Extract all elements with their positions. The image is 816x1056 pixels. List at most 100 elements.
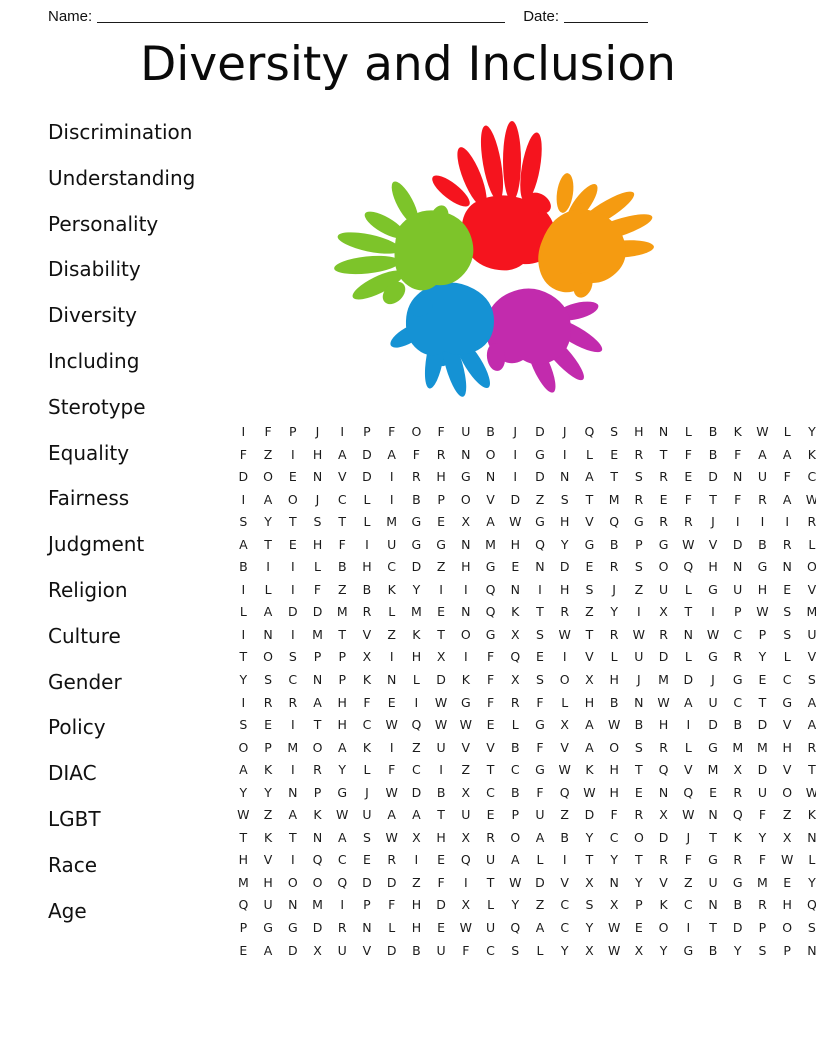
grid-cell[interactable]: L: [314, 559, 321, 575]
grid-cell[interactable]: C: [486, 942, 495, 958]
grid-cell[interactable]: H: [560, 514, 570, 530]
grid-cell[interactable]: G: [436, 536, 446, 552]
grid-cell[interactable]: Y: [758, 829, 767, 845]
grid-cell[interactable]: O: [782, 784, 793, 800]
grid-cell[interactable]: E: [783, 874, 792, 890]
grid-cell[interactable]: B: [733, 897, 743, 913]
grid-cell[interactable]: V: [362, 942, 372, 958]
grid-cell[interactable]: U: [733, 581, 743, 597]
grid-cell[interactable]: G: [263, 920, 273, 936]
grid-cell[interactable]: I: [241, 694, 246, 710]
grid-cell[interactable]: H: [461, 559, 471, 575]
grid-cell[interactable]: A: [337, 739, 347, 755]
grid-cell[interactable]: G: [535, 717, 545, 733]
grid-cell[interactable]: M: [237, 874, 249, 890]
grid-cell[interactable]: M: [806, 604, 816, 620]
grid-cell[interactable]: F: [388, 762, 396, 778]
grid-cell[interactable]: W: [509, 514, 522, 530]
grid-cell[interactable]: H: [263, 874, 273, 890]
grid-cell[interactable]: U: [461, 807, 471, 823]
grid-cell[interactable]: K: [362, 739, 372, 755]
grid-cell[interactable]: W: [805, 784, 816, 800]
grid-cell[interactable]: Y: [585, 920, 594, 936]
grid-cell[interactable]: P: [363, 897, 371, 913]
grid-cell[interactable]: W: [509, 874, 522, 890]
grid-cell[interactable]: I: [463, 581, 468, 597]
grid-cell[interactable]: A: [387, 807, 396, 823]
grid-cell[interactable]: R: [337, 920, 347, 936]
grid-cell[interactable]: I: [785, 514, 790, 530]
grid-cell[interactable]: J: [637, 672, 641, 688]
grid-cell[interactable]: A: [585, 717, 594, 733]
grid-cell[interactable]: B: [510, 784, 520, 800]
grid-cell[interactable]: L: [388, 604, 396, 620]
grid-cell[interactable]: N: [609, 874, 619, 890]
grid-cell[interactable]: I: [562, 446, 567, 462]
grid-cell[interactable]: A: [337, 829, 347, 845]
grid-cell[interactable]: H: [238, 852, 249, 868]
grid-cell[interactable]: N: [288, 897, 298, 913]
grid-cell[interactable]: N: [807, 942, 816, 958]
grid-cell[interactable]: K: [412, 626, 421, 642]
grid-cell[interactable]: P: [783, 942, 791, 958]
grid-cell[interactable]: L: [511, 717, 519, 733]
grid-cell[interactable]: O: [609, 739, 620, 755]
grid-cell[interactable]: W: [558, 626, 571, 642]
grid-cell[interactable]: M: [386, 514, 398, 530]
grid-cell[interactable]: W: [805, 491, 816, 507]
grid-cell[interactable]: I: [439, 581, 443, 597]
grid-cell[interactable]: F: [734, 446, 742, 462]
grid-cell[interactable]: Q: [559, 784, 570, 800]
grid-cell[interactable]: T: [585, 626, 594, 642]
grid-cell[interactable]: G: [535, 762, 545, 778]
grid-cell[interactable]: J: [711, 514, 715, 530]
grid-cell[interactable]: Q: [584, 424, 595, 439]
grid-cell[interactable]: O: [485, 446, 496, 462]
grid-cell[interactable]: K: [585, 762, 594, 778]
grid-cell[interactable]: S: [585, 897, 594, 913]
grid-cell[interactable]: L: [239, 604, 247, 620]
grid-cell[interactable]: E: [288, 536, 297, 552]
grid-cell[interactable]: D: [436, 897, 446, 913]
grid-cell[interactable]: R: [659, 514, 668, 530]
grid-cell[interactable]: G: [287, 920, 298, 936]
grid-cell[interactable]: U: [708, 874, 718, 890]
grid-cell[interactable]: X: [461, 514, 471, 530]
grid-cell[interactable]: Q: [460, 852, 471, 868]
grid-cell[interactable]: F: [313, 581, 322, 597]
grid-cell[interactable]: V: [263, 852, 273, 868]
grid-cell[interactable]: A: [263, 942, 273, 958]
grid-cell[interactable]: C: [782, 672, 792, 688]
grid-cell[interactable]: D: [287, 942, 298, 958]
grid-cell[interactable]: G: [708, 581, 718, 597]
grid-cell[interactable]: B: [758, 536, 767, 552]
grid-cell[interactable]: R: [733, 784, 743, 800]
grid-cell[interactable]: H: [312, 446, 323, 462]
grid-cell[interactable]: S: [511, 942, 520, 958]
grid-cell[interactable]: P: [264, 739, 272, 755]
grid-cell[interactable]: V: [486, 739, 495, 755]
grid-cell[interactable]: O: [460, 491, 471, 507]
grid-cell[interactable]: M: [658, 672, 669, 688]
grid-cell[interactable]: R: [659, 626, 668, 642]
grid-cell[interactable]: Q: [658, 762, 669, 778]
grid-cell[interactable]: I: [513, 469, 518, 485]
grid-cell[interactable]: Y: [659, 942, 668, 958]
grid-cell[interactable]: C: [387, 559, 397, 575]
grid-cell[interactable]: M: [410, 604, 422, 620]
grid-cell[interactable]: Z: [436, 559, 446, 575]
grid-cell[interactable]: L: [561, 694, 569, 710]
grid-cell[interactable]: D: [362, 446, 372, 462]
grid-cell[interactable]: E: [437, 604, 446, 620]
grid-cell[interactable]: C: [510, 762, 520, 778]
grid-cell[interactable]: R: [782, 536, 792, 552]
grid-cell[interactable]: S: [634, 469, 643, 485]
grid-cell[interactable]: D: [312, 604, 323, 620]
grid-cell[interactable]: G: [535, 514, 545, 530]
grid-cell[interactable]: W: [558, 762, 571, 778]
grid-cell[interactable]: S: [313, 514, 322, 530]
grid-cell[interactable]: Y: [412, 581, 421, 597]
grid-cell[interactable]: T: [758, 694, 767, 710]
grid-cell[interactable]: E: [437, 514, 446, 530]
grid-cell[interactable]: H: [312, 536, 323, 552]
